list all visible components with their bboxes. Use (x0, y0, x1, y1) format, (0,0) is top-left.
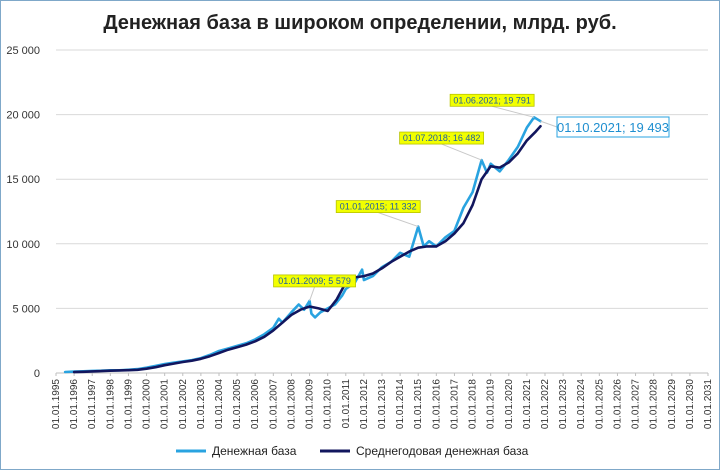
x-tick-label: 01.01.2029 (667, 379, 678, 429)
x-tick-label: 01.01.2023 (558, 379, 569, 429)
x-tick-label: 01.01.2000 (142, 379, 153, 429)
annotation-label: 01.01.2015; 11 332 (340, 202, 417, 212)
series-line-average-base (72, 124, 542, 374)
x-tick-label: 01.01.1999 (123, 379, 134, 429)
y-tick-label: 25 000 (6, 45, 40, 57)
x-tick-label: 01.01.2024 (576, 379, 587, 429)
annotation-label: 01.06.2021; 19 791 (453, 95, 531, 105)
x-tick-label: 01.01.2017 (449, 379, 460, 429)
x-tick-label: 01.01.2016 (431, 379, 442, 429)
x-tick-label: 01.01.2008 (286, 379, 297, 429)
x-tick-label: 01.01.2012 (359, 379, 370, 429)
y-tick-label: 0 (34, 368, 40, 380)
series-layer (63, 116, 542, 374)
x-axis-ticks: 01.01.1995 01.01.1996 01.01.1997 01.01.1998… (51, 373, 714, 429)
x-tick-label: 01.01.2019 (486, 379, 497, 429)
x-tick-label: 01.01.2027 (631, 379, 642, 429)
x-tick-label: 01.01.1995 (51, 379, 62, 429)
legend-label-average-base: Среднегодовая денежная база (356, 444, 529, 458)
annotations-layer: 01.01.2009; 5 579 01.01.2015; 11 332 01.07… (273, 93, 670, 302)
x-tick-label: 01.01.2003 (196, 379, 207, 429)
x-tick-label: 01.01.2014 (395, 379, 406, 429)
y-tick-label: 5 000 (12, 303, 40, 315)
x-tick-label: 01.01.2009 (305, 379, 316, 429)
x-tick-label: 01.01.2031 (703, 379, 714, 429)
x-tick-label: 01.01.2010 (323, 379, 334, 429)
y-tick-label: 20 000 (6, 110, 40, 122)
x-tick-label: 01.01.2006 (250, 379, 261, 429)
x-tick-label: 01.01.2025 (594, 379, 605, 429)
y-axis-ticks: 0 5 000 10 000 15 000 20 000 25 000 (6, 45, 40, 380)
legend: Денежная база Среднегодовая денежная баз… (176, 444, 529, 458)
x-tick-label: 01.01.2005 (232, 379, 243, 429)
annotation-leader (540, 120, 558, 128)
chart-title: Денежная база в широком определении, млр… (103, 12, 616, 34)
x-tick-label: 01.01.2022 (540, 379, 551, 429)
x-tick-label: 01.01.2007 (268, 379, 279, 429)
annotation-leader (309, 286, 316, 302)
x-tick-label: 01.01.2015 (413, 379, 424, 429)
y-tick-label: 10 000 (6, 239, 40, 251)
annotation-box (273, 274, 356, 288)
legend-label-money-base: Денежная база (212, 444, 297, 458)
x-tick-label: 01.01.2011 (341, 379, 352, 429)
x-tick-label: 01.01.1996 (69, 379, 80, 429)
x-tick-label: 01.01.1997 (87, 379, 98, 429)
x-tick-label: 01.01.2018 (468, 379, 479, 429)
x-tick-label: 01.01.2026 (612, 379, 623, 429)
y-tick-label: 15 000 (6, 174, 40, 186)
annotation-leader (492, 105, 535, 118)
x-tick-label: 01.01.2028 (649, 379, 660, 429)
annotation-label: 01.01.2009; 5 579 (278, 276, 351, 286)
x-tick-label: 01.01.2030 (685, 379, 696, 429)
x-tick-label: 01.01.2021 (522, 379, 533, 429)
x-tick-label: 01.01.2001 (160, 379, 171, 429)
annotation-box-current (556, 116, 670, 138)
x-tick-label: 01.01.2002 (178, 379, 189, 429)
x-tick-label: 01.01.1998 (105, 379, 116, 429)
annotation-box (449, 93, 535, 107)
x-tick-label: 01.01.2004 (214, 379, 225, 429)
x-tick-label: 01.01.2020 (504, 379, 515, 429)
annotation-label: 01.07.2018; 16 482 (403, 133, 481, 143)
annotation-label-current: 01.10.2021; 19 493 (557, 120, 669, 135)
annotation-leader (378, 212, 419, 228)
x-tick-label: 01.01.2013 (377, 379, 388, 429)
annotation-leader (441, 143, 482, 161)
grid-lines (56, 49, 708, 309)
annotation-box (399, 131, 485, 145)
annotation-box (335, 200, 421, 213)
